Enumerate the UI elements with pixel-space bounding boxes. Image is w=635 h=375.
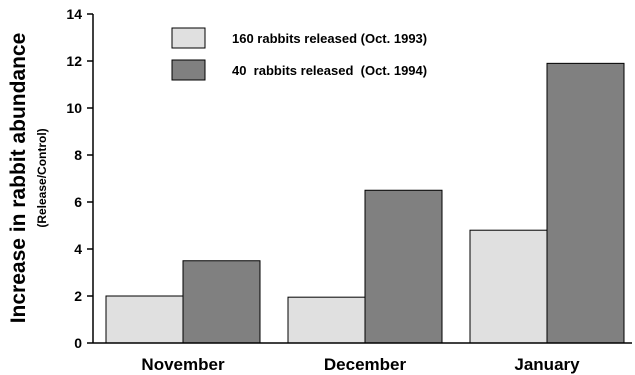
legend-label-1993: 160 rabbits released (Oct. 1993) [232, 31, 427, 46]
legend: 160 rabbits released (Oct. 1993) 40 rabb… [171, 27, 427, 81]
y-axis-label: Increase in rabbit abundance [7, 33, 30, 324]
legend-label-1994: 40 rabbits released (Oct. 1994) [232, 63, 427, 78]
legend-swatch-1994 [171, 59, 206, 81]
y-tick-label: 4 [74, 241, 82, 257]
bar-november-series-2 [182, 260, 261, 344]
category-label-november: November [141, 355, 225, 374]
bar-december-series-2 [364, 189, 443, 344]
y-tick-label: 8 [74, 147, 82, 163]
bar-november-series-1 [105, 295, 184, 344]
y-tick-label: 2 [74, 288, 82, 304]
bars [105, 62, 625, 344]
y-tick-label: 6 [74, 194, 82, 210]
y-tick-label: 10 [66, 100, 82, 116]
bar-december-series-1 [287, 296, 366, 344]
y-tick-label: 14 [66, 6, 82, 22]
bar-january-series-2 [546, 62, 625, 344]
y-axis-ticks: 0 2 4 6 8 10 12 14 [66, 6, 93, 351]
y-axis-sublabel: (Release/Control) [35, 128, 49, 227]
y-tick-label: 12 [66, 53, 82, 69]
y-tick-label: 0 [74, 335, 82, 351]
category-label-january: January [514, 355, 580, 374]
category-labels: November December January [141, 355, 580, 374]
bar-january-series-1 [469, 229, 548, 344]
legend-swatch-1993 [171, 27, 206, 49]
category-label-december: December [324, 355, 407, 374]
